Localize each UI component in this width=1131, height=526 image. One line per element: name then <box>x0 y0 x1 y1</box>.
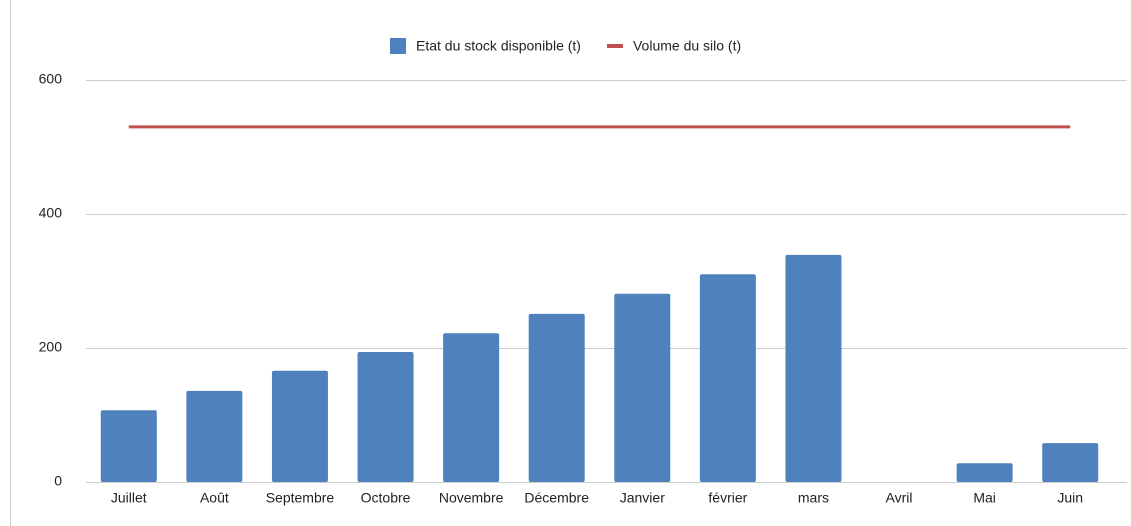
bar <box>357 352 414 482</box>
x-tick-label: Novembre <box>439 490 504 506</box>
y-tick-label: 0 <box>54 473 62 489</box>
x-tick-label: Octobre <box>361 490 411 506</box>
bar <box>100 410 157 482</box>
legend-swatch <box>390 38 406 54</box>
x-tick-label: Août <box>200 490 229 506</box>
x-tick-label: Juin <box>1057 490 1083 506</box>
bar <box>186 390 243 482</box>
x-tick-label: Décembre <box>524 490 589 506</box>
bar <box>699 274 756 482</box>
x-tick-label: mars <box>798 490 829 506</box>
bar <box>785 254 842 482</box>
x-tick-label: Mai <box>973 490 996 506</box>
legend-label: Volume du silo (t) <box>633 38 741 54</box>
y-tick-label: 600 <box>39 71 63 87</box>
legend-swatch <box>606 44 623 48</box>
x-tick-label: Septembre <box>266 490 335 506</box>
x-tick-label: février <box>708 490 747 506</box>
x-tick-label: Avril <box>886 490 913 506</box>
bar <box>528 313 585 482</box>
bar <box>614 293 671 482</box>
legend-label: Etat du stock disponible (t) <box>416 38 581 54</box>
bar <box>271 370 328 482</box>
bar <box>1042 443 1099 482</box>
bar <box>443 333 500 482</box>
y-tick-label: 200 <box>39 339 63 355</box>
x-tick-label: Janvier <box>620 490 665 506</box>
x-tick-label: Juillet <box>111 490 147 506</box>
bar <box>956 463 1013 482</box>
y-tick-label: 400 <box>39 205 63 221</box>
